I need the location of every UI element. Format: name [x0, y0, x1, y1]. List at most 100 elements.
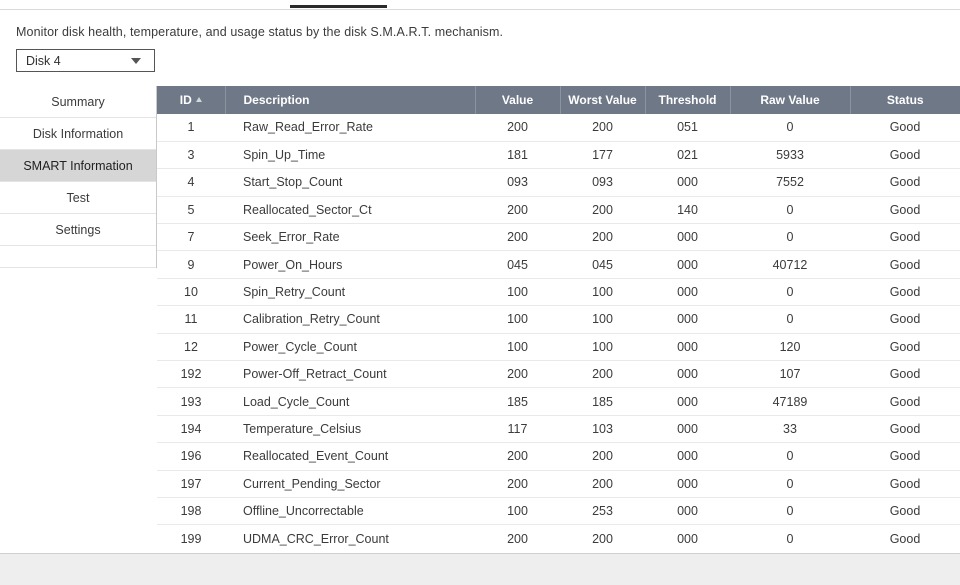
table-row[interactable]: 197 Current_Pending_Sector 200 200 000 0 Good [157, 470, 960, 498]
cell-value: 117 [475, 415, 560, 444]
cell-threshold: 000 [645, 497, 730, 526]
table-row[interactable]: 198 Offline_Uncorrectable 100 253 000 0 Good [157, 497, 960, 526]
cell-raw-value: 0 [730, 278, 850, 307]
cell-value: 200 [475, 196, 560, 225]
cell-description: Calibration_Retry_Count [225, 305, 475, 334]
cell-raw-value: 40712 [730, 250, 850, 279]
tab-iscsi[interactable]: iSCSI [530, 0, 587, 8]
cell-status: Good [850, 470, 960, 498]
table-row[interactable]: 5 Reallocated_Sector_Ct 200 200 140 0 Good [157, 196, 960, 225]
cell-raw-value: 0 [730, 114, 850, 142]
cell-id: 196 [157, 442, 225, 471]
cell-raw-value: 0 [730, 442, 850, 471]
smart-attribute-table: ID Description Value Worst Value Thresho… [157, 86, 960, 552]
cell-description: Seek_Error_Rate [225, 223, 475, 252]
cell-raw-value: 0 [730, 196, 850, 225]
cell-id: 199 [157, 524, 225, 552]
cell-status: Good [850, 196, 960, 225]
cell-status: Good [850, 223, 960, 252]
cell-value: 185 [475, 387, 560, 416]
cell-value: 200 [475, 524, 560, 552]
cell-raw-value: 120 [730, 333, 850, 362]
cell-status: Good [850, 360, 960, 389]
table-row[interactable]: 10 Spin_Retry_Count 100 100 000 0 Good [157, 278, 960, 307]
cell-id: 9 [157, 250, 225, 279]
tab-disk-smart[interactable]: Disk SMART [290, 0, 387, 8]
cell-value: 181 [475, 141, 560, 170]
cell-threshold: 000 [645, 470, 730, 498]
cell-raw-value: 0 [730, 470, 850, 498]
cell-description: Load_Cycle_Count [225, 387, 475, 416]
cell-id: 197 [157, 470, 225, 498]
cell-status: Good [850, 114, 960, 142]
column-header-threshold[interactable]: Threshold [645, 86, 731, 114]
cell-threshold: 140 [645, 196, 730, 225]
table-row[interactable]: 4 Start_Stop_Count 093 093 000 7552 Good [157, 168, 960, 197]
sort-ascending-icon [195, 97, 202, 102]
cell-threshold: 021 [645, 141, 730, 170]
cell-status: Good [850, 141, 960, 170]
cell-description: Reallocated_Sector_Ct [225, 196, 475, 225]
sidebar-filler [0, 246, 156, 268]
table-row[interactable]: 193 Load_Cycle_Count 185 185 000 47189 Good [157, 387, 960, 416]
column-header-description[interactable]: Description [225, 86, 476, 114]
tab-encrypted-file-system[interactable]: Encrypted File System [387, 0, 530, 8]
sidebar-item-disk-information[interactable]: Disk Information [0, 118, 156, 150]
cell-raw-value: 0 [730, 223, 850, 252]
table-row[interactable]: 192 Power-Off_Retract_Count 200 200 000 107 Go… [157, 360, 960, 389]
sidebar-item-settings[interactable]: Settings [0, 214, 156, 246]
sidebar-item-smart-information[interactable]: SMART Information [0, 150, 156, 182]
table-row[interactable]: 3 Spin_Up_Time 181 177 021 5933 Good [157, 141, 960, 170]
column-header-raw-value[interactable]: Raw Value [730, 86, 851, 114]
column-header-id[interactable]: ID [157, 86, 226, 114]
cell-id: 198 [157, 497, 225, 526]
column-header-status[interactable]: Status [850, 86, 960, 114]
disk-select-dropdown[interactable]: Disk 4 [16, 49, 155, 72]
sidebar-item-summary[interactable]: Summary [0, 86, 156, 118]
cell-value: 100 [475, 305, 560, 334]
cell-id: 11 [157, 305, 225, 334]
cell-id: 194 [157, 415, 225, 444]
cell-threshold: 000 [645, 305, 730, 334]
cell-id: 10 [157, 278, 225, 307]
table-row[interactable]: 194 Temperature_Celsius 117 103 000 33 Good [157, 415, 960, 444]
cell-value: 100 [475, 497, 560, 526]
cell-status: Good [850, 524, 960, 552]
table-row[interactable]: 1 Raw_Read_Error_Rate 200 200 051 0 Good [157, 114, 960, 142]
cell-raw-value: 0 [730, 497, 850, 526]
main-tab-bar: Volume ManagementRAID ManagementDisk SMA… [0, 0, 960, 10]
chevron-down-icon [131, 57, 141, 64]
tab-virtual-disk[interactable]: Virtual Disk [587, 0, 673, 8]
cell-value: 093 [475, 168, 560, 197]
cell-value: 200 [475, 223, 560, 252]
cell-threshold: 000 [645, 250, 730, 279]
table-row[interactable]: 199 UDMA_CRC_Error_Count 200 200 000 0 Good [157, 524, 960, 552]
table-row[interactable]: 196 Reallocated_Event_Count 200 200 000 0 Good [157, 442, 960, 471]
cell-worst-value: 253 [560, 497, 645, 526]
table-row[interactable]: 12 Power_Cycle_Count 100 100 000 120 Good [157, 333, 960, 362]
table-row[interactable]: 9 Power_On_Hours 045 045 000 40712 Good [157, 250, 960, 279]
cell-id: 3 [157, 141, 225, 170]
cell-threshold: 000 [645, 360, 730, 389]
cell-worst-value: 100 [560, 305, 645, 334]
cell-threshold: 000 [645, 168, 730, 197]
cell-description: Power_On_Hours [225, 250, 475, 279]
cell-status: Good [850, 305, 960, 334]
cell-worst-value: 200 [560, 442, 645, 471]
column-header-worst-value[interactable]: Worst Value [560, 86, 646, 114]
cell-worst-value: 185 [560, 387, 645, 416]
sidebar-item-test[interactable]: Test [0, 182, 156, 214]
cell-status: Good [850, 387, 960, 416]
cell-threshold: 000 [645, 278, 730, 307]
table-row[interactable]: 7 Seek_Error_Rate 200 200 000 0 Good [157, 223, 960, 252]
cell-threshold: 000 [645, 387, 730, 416]
tab-raid-management[interactable]: RAID Management [165, 0, 291, 8]
table-row[interactable]: 11 Calibration_Retry_Count 100 100 000 0 Good [157, 305, 960, 334]
tab-volume-management[interactable]: Volume Management [28, 0, 165, 8]
cell-description: Power_Cycle_Count [225, 333, 475, 362]
cell-raw-value: 107 [730, 360, 850, 389]
column-header-value[interactable]: Value [475, 86, 561, 114]
cell-status: Good [850, 278, 960, 307]
cell-id: 4 [157, 168, 225, 197]
table-body: 1 Raw_Read_Error_Rate 200 200 051 0 Good 3 Spin_… [157, 114, 960, 552]
